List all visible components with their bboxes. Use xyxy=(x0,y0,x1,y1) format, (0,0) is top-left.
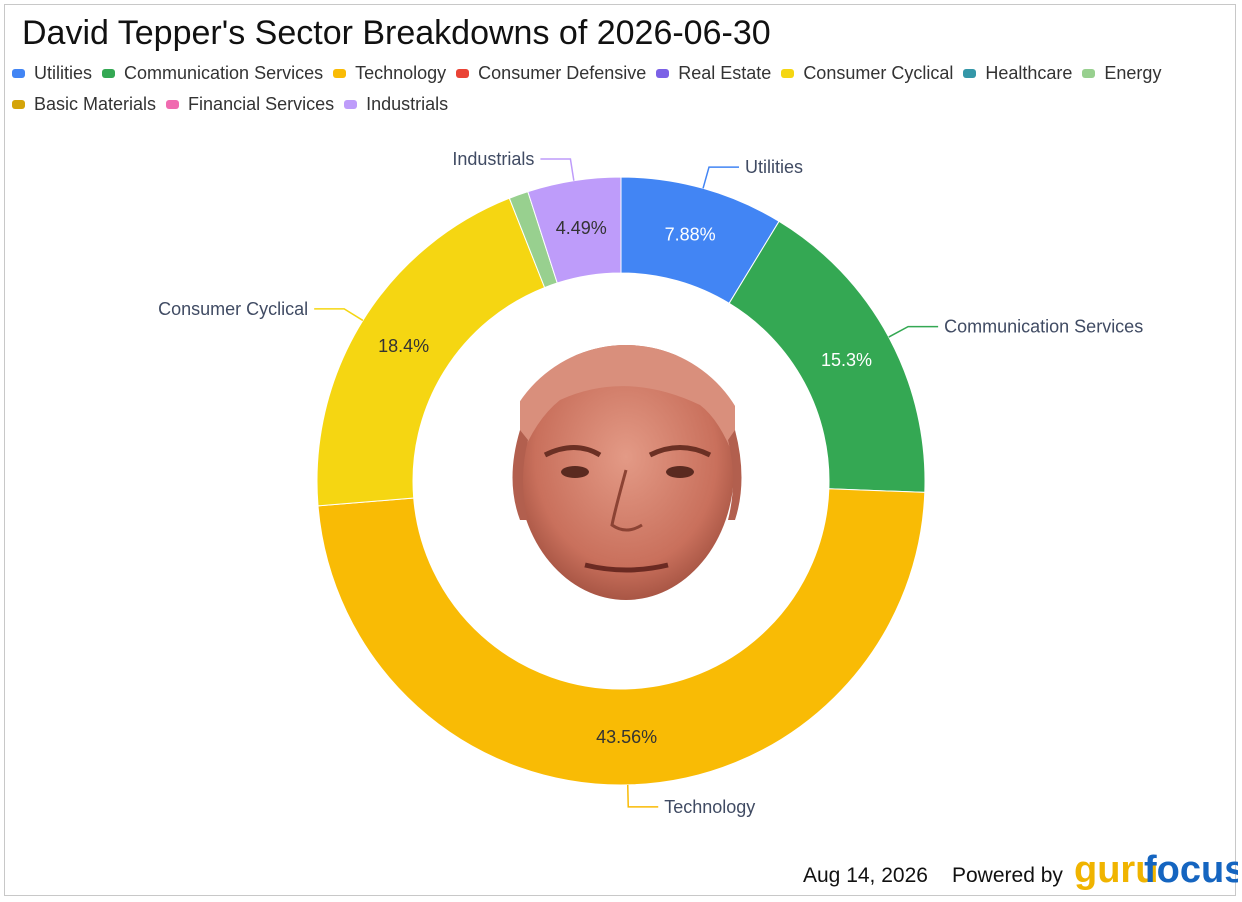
legend-swatch xyxy=(102,68,116,78)
legend-item-consumer-cyclical[interactable]: Consumer Cyclical xyxy=(781,62,953,84)
legend-swatch xyxy=(656,68,670,78)
legend-swatch xyxy=(344,99,358,109)
slice-value-label: 15.3% xyxy=(821,350,872,370)
legend-item-real-estate[interactable]: Real Estate xyxy=(656,62,771,84)
portrait-photo xyxy=(498,345,754,601)
slice-technology[interactable] xyxy=(317,488,926,786)
legend-item-financial-services[interactable]: Financial Services xyxy=(166,93,334,115)
legend-label: Utilities xyxy=(34,62,93,83)
legend-item-energy[interactable]: Energy xyxy=(1082,62,1161,84)
callout-line xyxy=(314,308,364,322)
legend-swatch xyxy=(333,68,347,78)
legend-item-consumer-defensive[interactable]: Consumer Defensive xyxy=(456,62,646,84)
legend-label: Consumer Defensive xyxy=(478,62,647,83)
slice-value-label: 43.56% xyxy=(596,727,657,747)
logo-guru-text: guru xyxy=(1074,849,1158,891)
legend-item-healthcare[interactable]: Healthcare xyxy=(963,62,1072,84)
legend-label: Financial Services xyxy=(188,93,335,114)
logo-focus-text: focus xyxy=(1144,849,1238,891)
legend-item-communication-services[interactable]: Communication Services xyxy=(102,62,323,84)
callout-label-industrials: Industrials xyxy=(452,149,534,169)
slice-value-label: 18.4% xyxy=(378,336,429,356)
legend-item-technology[interactable]: Technology xyxy=(333,62,446,84)
legend-label: Industrials xyxy=(366,93,449,114)
legend-swatch xyxy=(963,68,977,78)
legend-label: Technology xyxy=(355,62,447,83)
callout-label-technology: Technology xyxy=(664,797,755,817)
slice-industrials[interactable] xyxy=(527,176,622,284)
callout-label-utilities: Utilities xyxy=(745,157,803,177)
callout-line xyxy=(540,158,575,181)
legend-label: Energy xyxy=(1104,62,1162,83)
legend-swatch xyxy=(12,68,25,78)
legend-label: Basic Materials xyxy=(34,93,157,114)
legend-swatch xyxy=(12,99,25,109)
legend-label: Real Estate xyxy=(678,62,772,83)
legend-item-basic-materials[interactable]: Basic Materials xyxy=(12,93,156,115)
footer-date: Aug 14, 2026 xyxy=(803,864,928,887)
legend-item-industrials[interactable]: Industrials xyxy=(344,93,448,115)
legend-swatch xyxy=(781,68,795,78)
gurufocus-logo: guru focus xyxy=(1074,849,1238,891)
legend-item-utilities[interactable]: Utilities xyxy=(12,62,92,84)
legend: Utilities Communication Services Technolog… xyxy=(12,62,1222,115)
legend-swatch xyxy=(456,68,470,78)
callout-label-consumer-cyclical: Consumer Cyclical xyxy=(158,299,308,319)
legend-swatch xyxy=(166,99,180,109)
legend-label: Communication Services xyxy=(124,62,324,83)
slice-value-label: 4.49% xyxy=(556,218,607,238)
chart-title: David Tepper's Sector Breakdowns of 2026… xyxy=(22,14,771,52)
legend-swatch xyxy=(1082,68,1096,78)
callout-line xyxy=(702,166,740,189)
callout-line xyxy=(888,325,939,338)
powered-by-text: Powered by xyxy=(952,864,1063,887)
legend-label: Healthcare xyxy=(985,62,1073,83)
slice-value-label: 7.88% xyxy=(665,225,716,245)
callout-line xyxy=(626,784,659,808)
callout-label-communication-services: Communication Services xyxy=(944,317,1143,337)
legend-label: Consumer Cyclical xyxy=(803,62,954,83)
